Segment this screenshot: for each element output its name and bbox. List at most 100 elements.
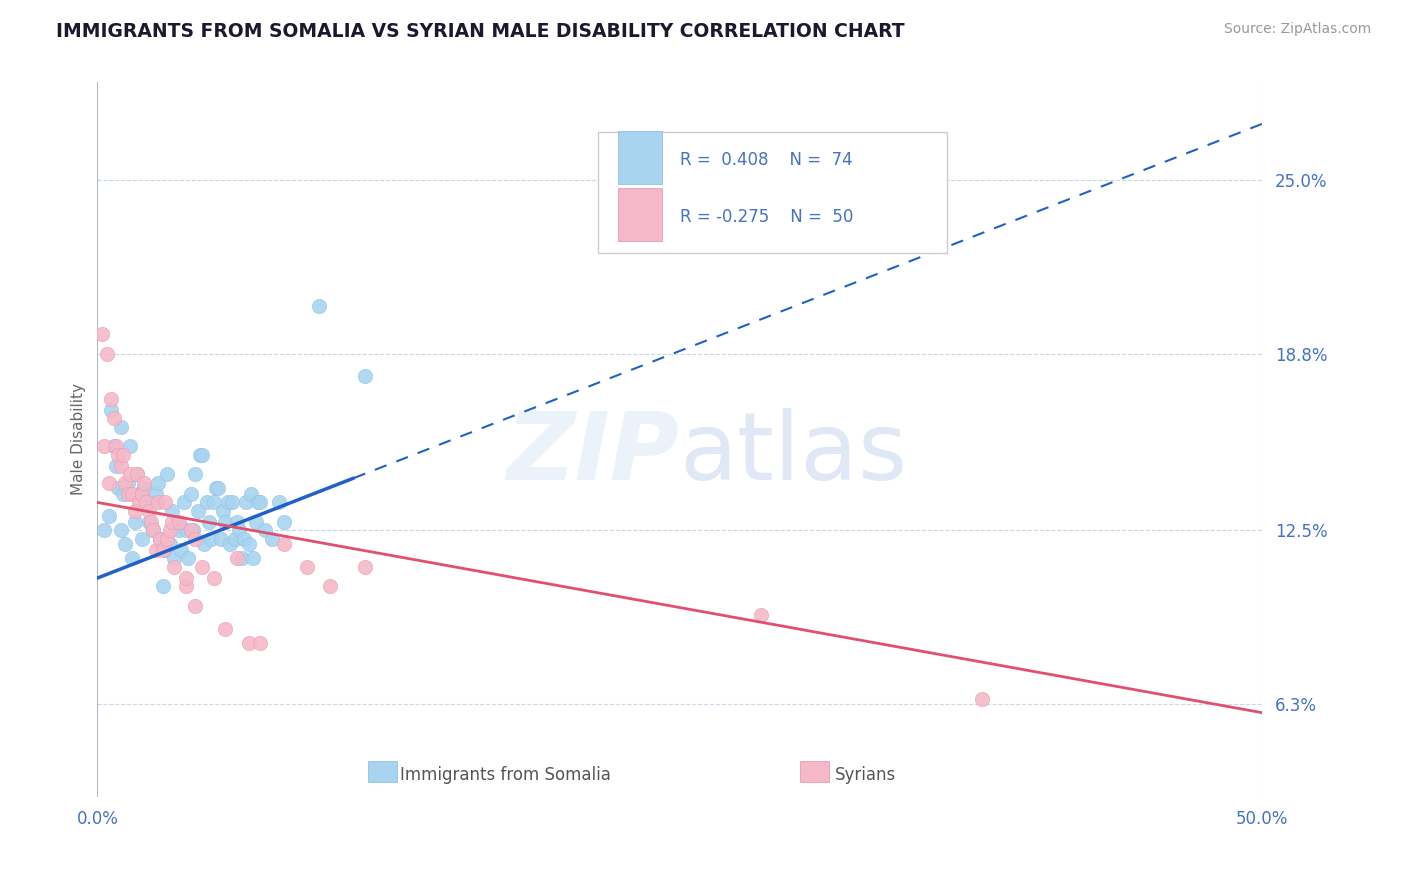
Point xyxy=(139,515,162,529)
Point xyxy=(217,495,239,509)
Point xyxy=(224,532,246,546)
Point xyxy=(221,495,243,509)
Point xyxy=(104,439,127,453)
Text: ZIP: ZIP xyxy=(506,408,679,500)
Point xyxy=(273,515,295,529)
Point xyxy=(118,439,141,453)
Point xyxy=(121,487,143,501)
Point xyxy=(100,403,122,417)
Text: Source: ZipAtlas.com: Source: ZipAtlas.com xyxy=(1223,22,1371,37)
Point xyxy=(135,495,157,509)
Point xyxy=(121,551,143,566)
Point xyxy=(110,458,132,473)
Point xyxy=(198,515,221,529)
Text: IMMIGRANTS FROM SOMALIA VS SYRIAN MALE DISABILITY CORRELATION CHART: IMMIGRANTS FROM SOMALIA VS SYRIAN MALE D… xyxy=(56,22,905,41)
Point xyxy=(174,580,197,594)
Point xyxy=(118,467,141,482)
Point xyxy=(103,439,125,453)
Point xyxy=(146,495,169,509)
Point xyxy=(125,467,148,482)
Point xyxy=(184,599,207,614)
Point xyxy=(214,515,236,529)
Point xyxy=(238,537,260,551)
Point xyxy=(238,635,260,649)
Point xyxy=(167,515,190,529)
Point xyxy=(152,543,174,558)
Point xyxy=(93,524,115,538)
Text: R =  0.408    N =  74: R = 0.408 N = 74 xyxy=(679,151,852,169)
Point xyxy=(228,524,250,538)
Point xyxy=(174,524,197,538)
Point xyxy=(202,571,225,585)
Point xyxy=(167,524,190,538)
Point xyxy=(152,580,174,594)
Point xyxy=(111,448,134,462)
Point xyxy=(749,607,772,622)
Point xyxy=(207,482,229,496)
Point xyxy=(145,487,167,501)
Point xyxy=(114,537,136,551)
Point xyxy=(181,524,204,538)
Point xyxy=(295,560,318,574)
Point xyxy=(107,448,129,462)
Point xyxy=(125,467,148,482)
Point xyxy=(170,543,193,558)
Point xyxy=(98,475,121,490)
Point xyxy=(98,509,121,524)
Point xyxy=(124,504,146,518)
Point xyxy=(139,495,162,509)
Point xyxy=(91,327,114,342)
FancyBboxPatch shape xyxy=(598,132,948,253)
Point xyxy=(104,458,127,473)
Point xyxy=(110,419,132,434)
Text: Syrians: Syrians xyxy=(835,766,897,784)
Point xyxy=(242,551,264,566)
Point xyxy=(226,515,249,529)
Point xyxy=(233,532,256,546)
Point xyxy=(103,411,125,425)
Point xyxy=(249,635,271,649)
Point xyxy=(124,515,146,529)
Point xyxy=(235,495,257,509)
Point xyxy=(153,495,176,509)
Point xyxy=(132,475,155,490)
Point xyxy=(131,532,153,546)
Point xyxy=(163,560,186,574)
Text: R = -0.275    N =  50: R = -0.275 N = 50 xyxy=(679,208,853,227)
Point xyxy=(138,504,160,518)
Point xyxy=(100,392,122,406)
FancyBboxPatch shape xyxy=(367,761,396,782)
Point xyxy=(254,524,277,538)
Point xyxy=(149,532,172,546)
Point xyxy=(156,532,179,546)
Point xyxy=(240,487,263,501)
Y-axis label: Male Disability: Male Disability xyxy=(72,384,86,495)
Point xyxy=(247,495,270,509)
Point xyxy=(245,515,267,529)
Point xyxy=(231,551,253,566)
Point xyxy=(159,524,181,538)
Point xyxy=(202,495,225,509)
Point xyxy=(273,537,295,551)
Point xyxy=(131,487,153,501)
Point xyxy=(226,551,249,566)
Point xyxy=(200,532,222,546)
FancyBboxPatch shape xyxy=(800,761,828,782)
Point xyxy=(188,448,211,462)
Point xyxy=(146,475,169,490)
Point xyxy=(142,524,165,538)
Point xyxy=(354,560,377,574)
Point xyxy=(145,543,167,558)
Point xyxy=(135,495,157,509)
Point xyxy=(260,532,283,546)
Point xyxy=(219,537,242,551)
Point xyxy=(180,524,202,538)
Point xyxy=(160,504,183,518)
Point xyxy=(111,487,134,501)
Point xyxy=(138,515,160,529)
Point xyxy=(174,571,197,585)
Point xyxy=(972,691,994,706)
Point xyxy=(186,504,208,518)
Point xyxy=(153,543,176,558)
Point xyxy=(205,482,228,496)
